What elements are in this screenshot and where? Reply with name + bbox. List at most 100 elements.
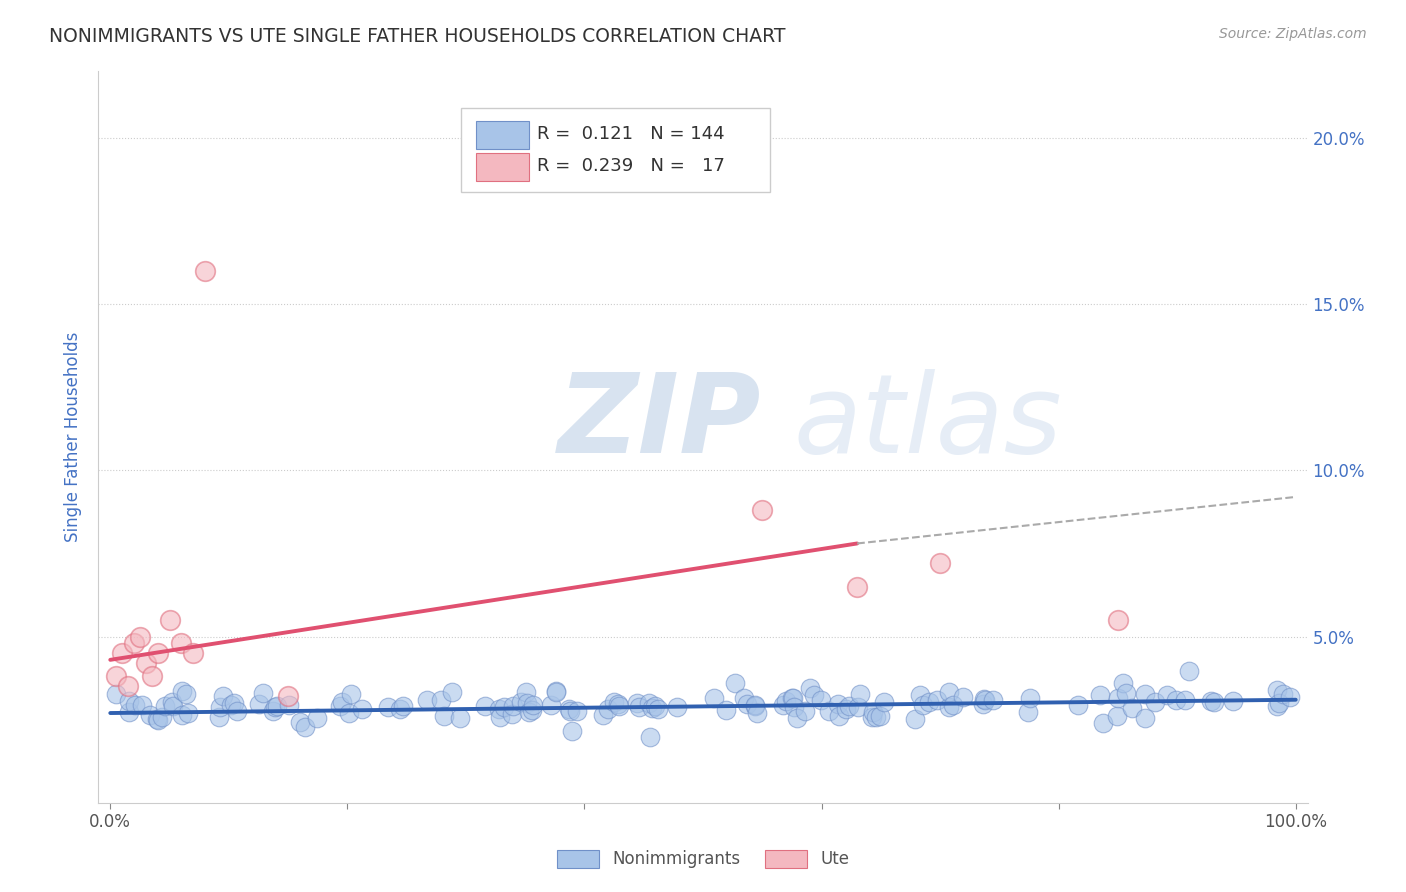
Point	[124, 698, 146, 712]
Point	[440, 684, 463, 698]
Point	[860, 710, 883, 724]
Point	[146, 646, 169, 660]
Point	[803, 688, 825, 702]
Point	[912, 698, 935, 713]
Point	[516, 696, 538, 710]
Point	[212, 689, 235, 703]
Text: NONIMMIGRANTS VS UTE SINGLE FATHER HOUSEHOLDS CORRELATION CHART: NONIMMIGRANTS VS UTE SINGLE FATHER HOUSE…	[49, 27, 786, 45]
Point	[111, 646, 134, 660]
Point	[641, 701, 664, 715]
Point	[433, 709, 456, 723]
Point	[162, 695, 184, 709]
Point	[162, 698, 184, 713]
Point	[782, 691, 804, 706]
Point	[219, 698, 242, 713]
Point	[501, 706, 523, 721]
Point	[226, 704, 249, 718]
Point	[1279, 690, 1302, 704]
Point	[869, 708, 891, 723]
Point	[626, 696, 648, 710]
Point	[117, 680, 139, 694]
Point	[827, 697, 849, 711]
Point	[224, 696, 246, 710]
Point	[783, 699, 806, 714]
Point	[607, 698, 630, 713]
Point	[1121, 701, 1143, 715]
Text: R =  0.239   N =   17: R = 0.239 N = 17	[537, 158, 725, 176]
Point	[737, 698, 759, 712]
Point	[247, 697, 270, 711]
Point	[122, 636, 145, 650]
Point	[146, 712, 169, 726]
Point	[430, 693, 453, 707]
Point	[772, 698, 794, 712]
Point	[1092, 715, 1115, 730]
Point	[277, 698, 299, 713]
Point	[1017, 705, 1039, 719]
Point	[1107, 690, 1129, 705]
Point	[294, 720, 316, 734]
Point	[846, 700, 869, 714]
Legend: Nonimmigrants, Ute: Nonimmigrants, Ute	[550, 843, 856, 875]
Point	[520, 703, 543, 717]
Point	[1144, 695, 1167, 709]
Point	[330, 695, 353, 709]
Point	[392, 698, 415, 713]
Point	[517, 706, 540, 720]
Point	[628, 699, 651, 714]
Point	[1265, 683, 1288, 698]
Point	[1107, 613, 1129, 627]
Point	[644, 699, 666, 714]
Point	[488, 702, 510, 716]
Point	[865, 710, 887, 724]
Point	[153, 699, 176, 714]
Point	[540, 698, 562, 712]
Point	[938, 700, 960, 714]
Point	[1133, 711, 1156, 725]
Point	[702, 690, 724, 705]
Point	[288, 715, 311, 730]
Point	[502, 698, 524, 713]
Point	[775, 694, 797, 708]
Point	[925, 692, 948, 706]
Point	[903, 712, 925, 726]
Point	[263, 699, 285, 714]
Point	[172, 707, 194, 722]
Point	[972, 698, 994, 712]
Point	[141, 669, 163, 683]
Text: ZIP: ZIP	[558, 369, 762, 476]
Point	[1268, 697, 1291, 711]
Point	[557, 702, 579, 716]
Y-axis label: Single Father Households: Single Father Households	[65, 332, 83, 542]
Point	[638, 696, 661, 710]
Point	[181, 646, 204, 660]
Point	[377, 700, 399, 714]
Point	[818, 704, 841, 718]
Point	[647, 701, 669, 715]
Point	[352, 702, 374, 716]
Point	[849, 687, 872, 701]
Point	[148, 713, 170, 727]
Point	[973, 692, 995, 706]
Point	[131, 698, 153, 712]
Point	[1133, 687, 1156, 701]
Point	[592, 708, 614, 723]
Point	[135, 656, 157, 670]
Point	[305, 711, 328, 725]
Point	[129, 630, 152, 644]
Point	[474, 698, 496, 713]
Point	[1088, 688, 1111, 702]
Point	[522, 698, 544, 712]
Point	[159, 613, 181, 627]
Point	[415, 693, 437, 707]
Point	[1018, 690, 1040, 705]
Point	[208, 700, 231, 714]
Point	[835, 702, 858, 716]
Point	[266, 698, 288, 713]
Point	[666, 700, 689, 714]
Point	[1204, 695, 1226, 709]
Point	[1164, 692, 1187, 706]
Point	[1107, 709, 1129, 723]
Point	[174, 687, 197, 701]
Point	[786, 711, 808, 725]
